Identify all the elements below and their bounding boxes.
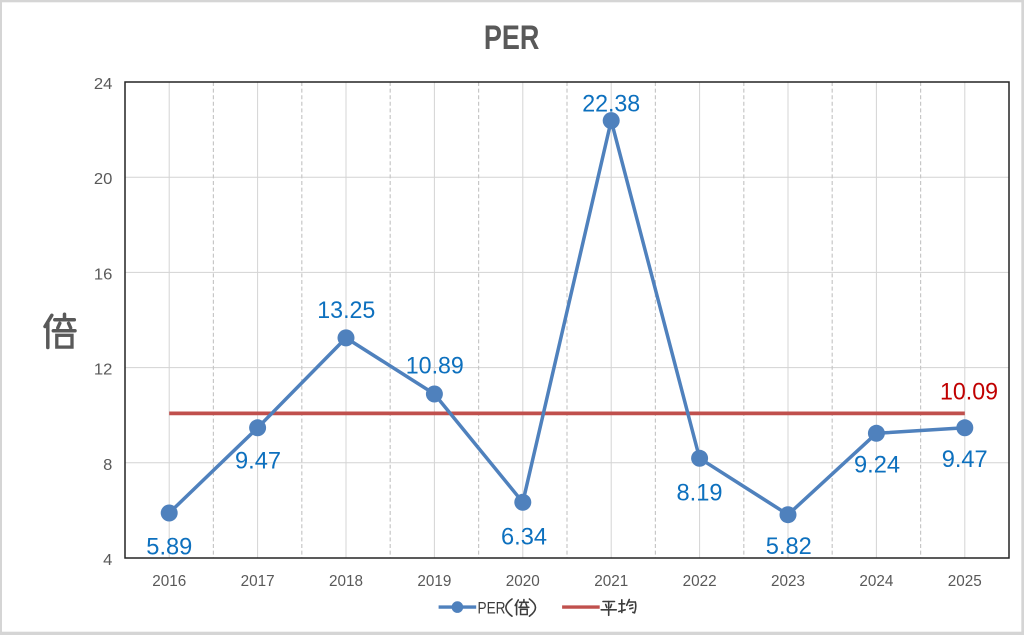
svg-text:5.89: 5.89: [146, 533, 192, 560]
svg-text:9.47: 9.47: [942, 446, 988, 473]
svg-text:2021: 2021: [594, 573, 628, 590]
svg-text:2025: 2025: [948, 573, 982, 590]
svg-text:10.89: 10.89: [406, 352, 464, 379]
svg-text:2019: 2019: [417, 573, 451, 590]
svg-text:9.47: 9.47: [235, 448, 281, 475]
svg-text:13.25: 13.25: [317, 297, 375, 324]
svg-text:2022: 2022: [683, 573, 717, 590]
svg-text:8: 8: [103, 457, 112, 474]
svg-text:12: 12: [94, 362, 113, 379]
svg-text:9.24: 9.24: [854, 452, 900, 479]
svg-text:24: 24: [94, 76, 113, 93]
svg-text:2016: 2016: [152, 573, 186, 590]
svg-text:6.34: 6.34: [501, 524, 547, 551]
svg-text:2017: 2017: [241, 573, 275, 590]
svg-text:20: 20: [94, 171, 113, 188]
svg-text:10.09: 10.09: [940, 379, 998, 406]
svg-text:16: 16: [94, 266, 113, 283]
svg-text:2024: 2024: [859, 573, 893, 590]
svg-text:2023: 2023: [771, 573, 805, 590]
svg-text:22.38: 22.38: [582, 91, 640, 118]
svg-text:8.19: 8.19: [677, 479, 723, 506]
svg-text:5.82: 5.82: [766, 533, 812, 560]
svg-text:2018: 2018: [329, 573, 363, 590]
svg-text:PER: PER: [484, 19, 540, 57]
svg-text:PER: PER: [478, 598, 506, 617]
svg-text:4: 4: [103, 552, 112, 569]
svg-text:2020: 2020: [506, 573, 540, 590]
